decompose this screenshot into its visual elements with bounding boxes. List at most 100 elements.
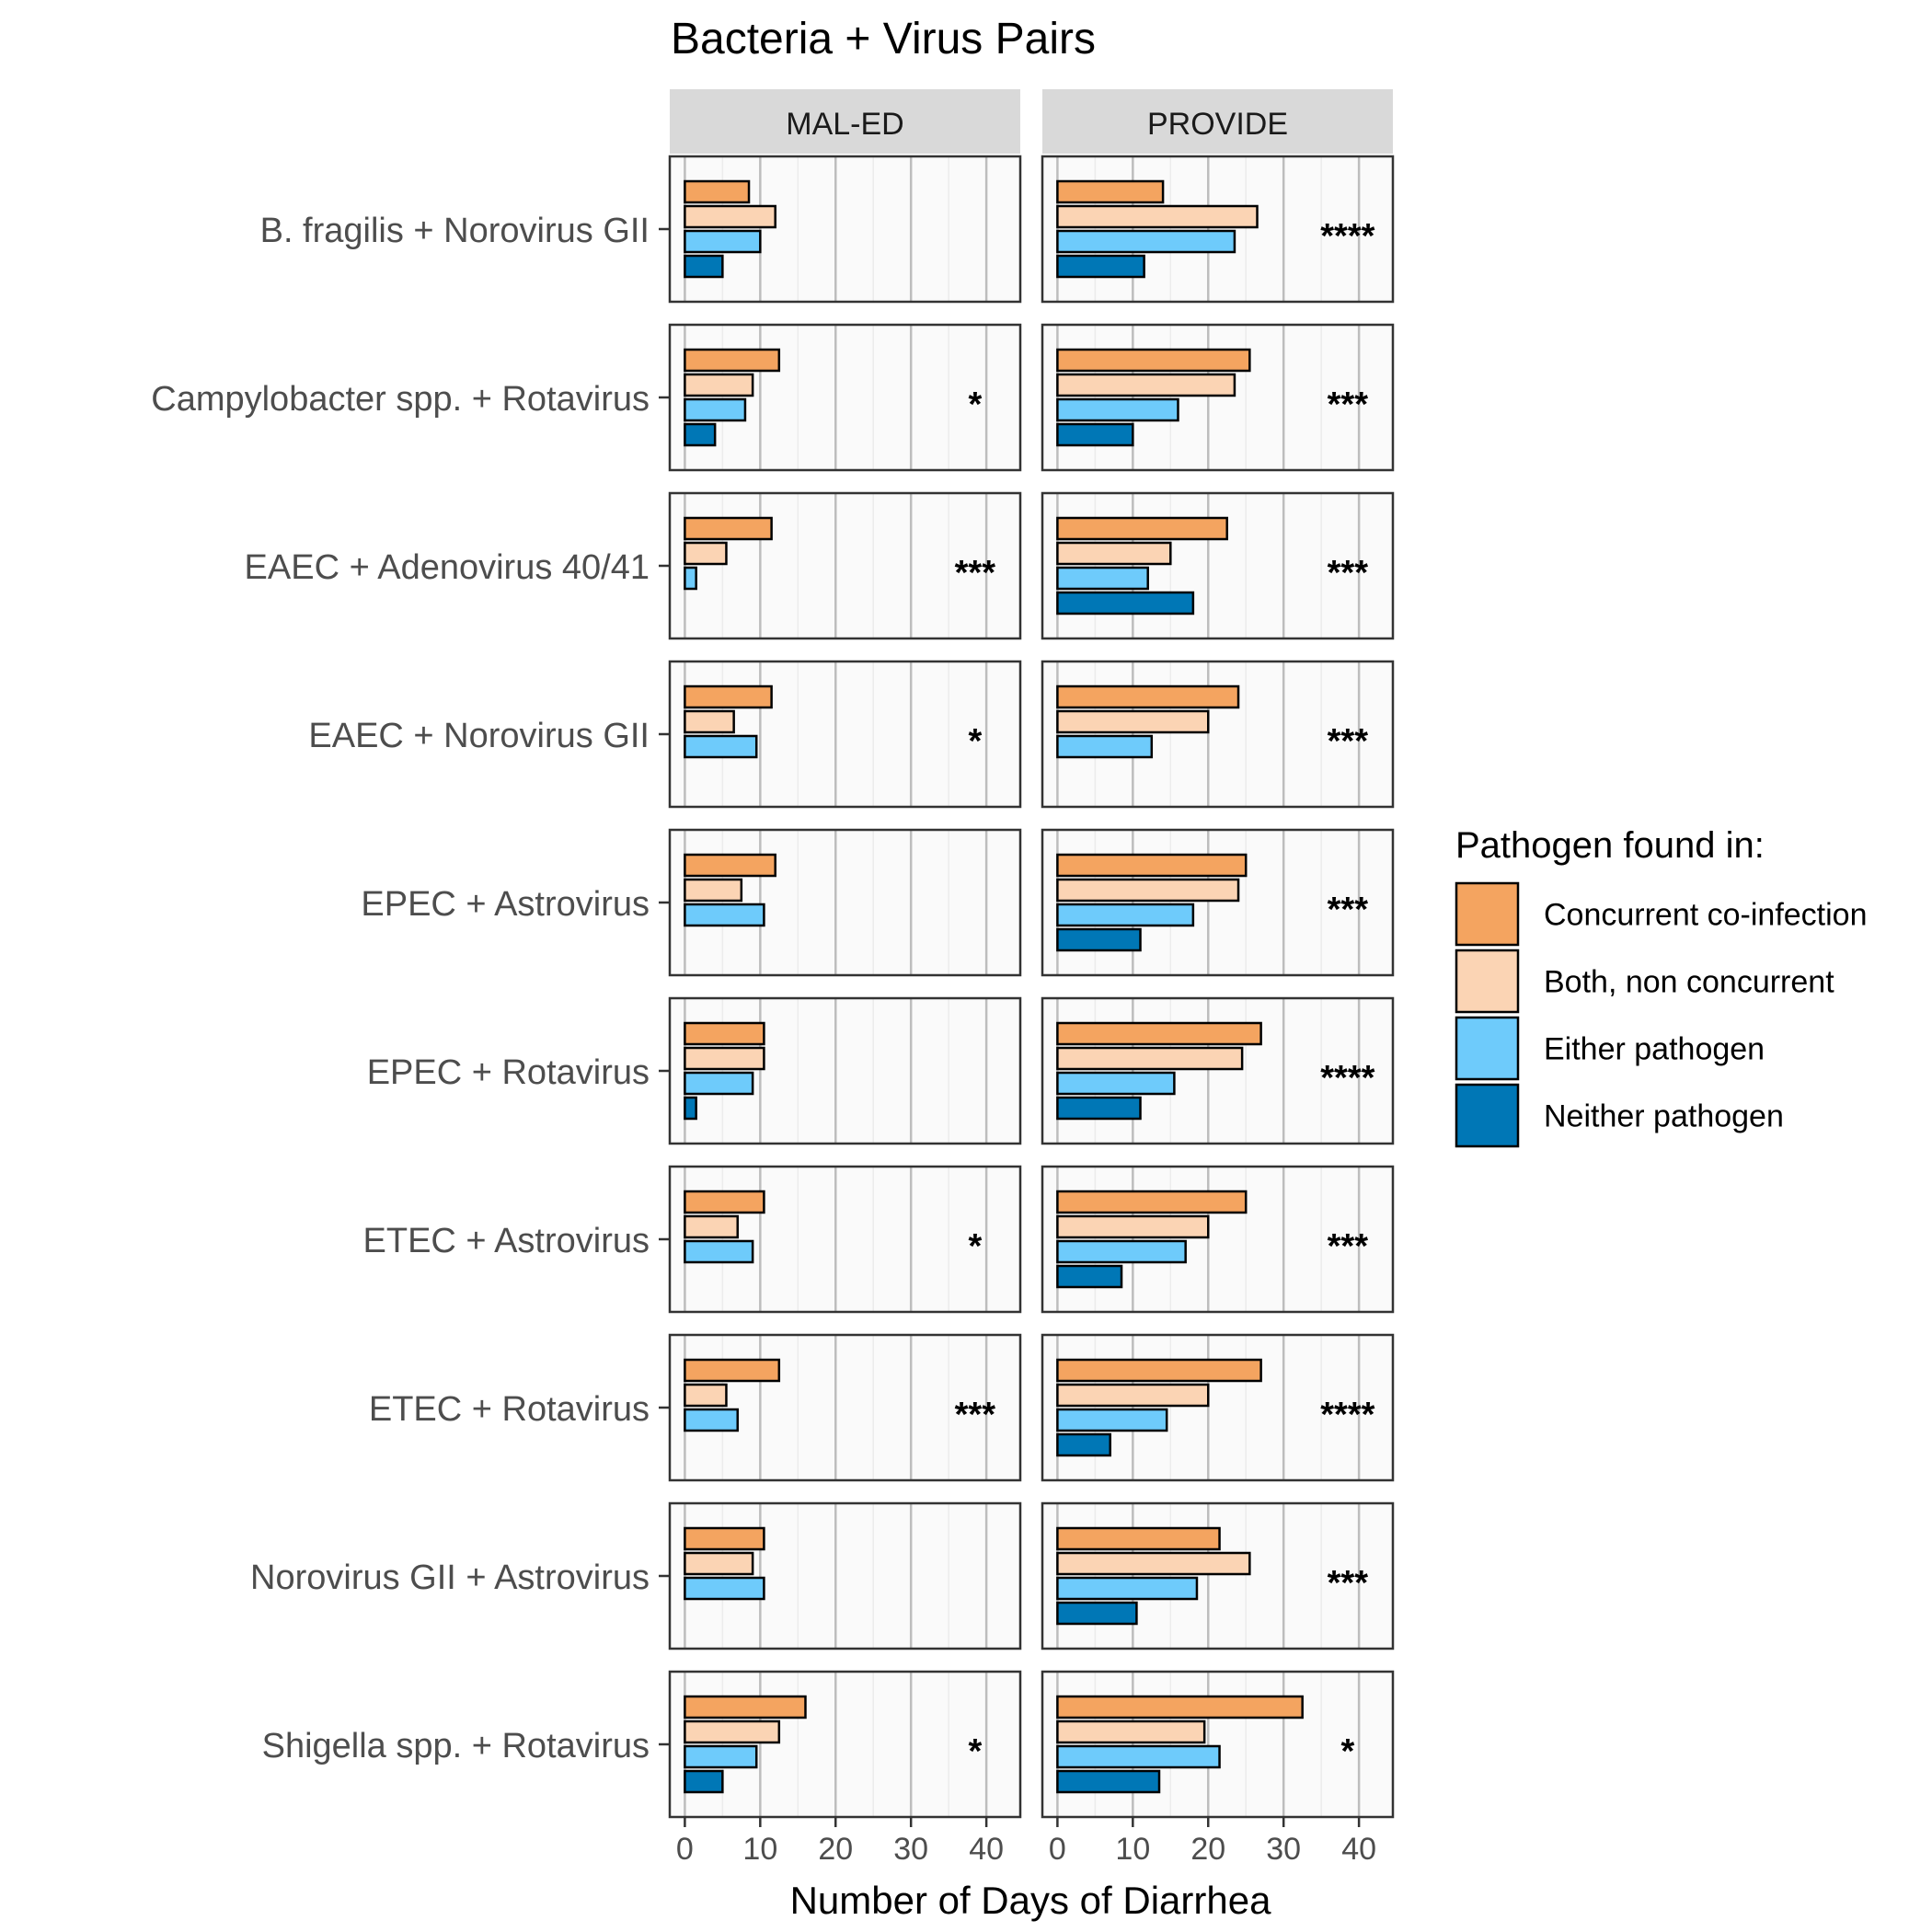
x-tick-label: 0 [676,1832,694,1867]
bar-concurrent-co-infection [1056,516,1228,541]
panel-mal-ed-epec-astrovirus [668,828,1022,977]
panel-border [1041,1501,1395,1650]
panel-border [668,660,1022,809]
facet-strip [670,89,1020,154]
panel-border [668,1670,1022,1819]
bar-either-pathogen [1056,734,1154,759]
bar-both-non-concurrent [684,878,743,903]
category-label-eaec-adenovirus-40-41: EAEC + Adenovirus 40/41 [245,548,650,587]
bar-neither-pathogen [1056,1601,1138,1626]
legend-swatch [1455,881,1520,947]
x-axis-title: Number of Days of Diarrhea [790,1879,1272,1922]
legend: Pathogen found in: Concurrent co-infecti… [1455,825,1868,1148]
bar-either-pathogen [684,397,747,422]
significance-label: **** [1320,1396,1374,1434]
bar-both-non-concurrent [1056,204,1259,229]
significance-label: *** [1328,554,1369,592]
bar-both-non-concurrent [684,1719,781,1744]
category-label-etec-astrovirus: ETEC + Astrovirus [363,1222,650,1260]
bar-concurrent-co-infection [684,1358,781,1383]
bar-both-non-concurrent [684,541,728,566]
panel-border [668,155,1022,304]
panel-border [668,1165,1022,1314]
bar-concurrent-co-infection [684,853,776,878]
panel-border [1041,660,1395,809]
bar-either-pathogen [1056,566,1149,591]
legend-title: Pathogen found in: [1455,825,1765,866]
panel-border [1041,1670,1395,1819]
legend-swatch [1455,1016,1520,1081]
bar-either-pathogen [684,1408,739,1432]
category-label-eaec-norovirus-gii: EAEC + Norovirus GII [308,717,650,755]
legend-item-either-pathogen: Either pathogen [1455,1016,1765,1081]
bar-concurrent-co-infection [1056,684,1240,709]
category-label-epec-astrovirus: EPEC + Astrovirus [361,885,650,924]
legend-item-concurrent-co-infection: Concurrent co-infection [1455,881,1868,947]
bar-neither-pathogen [684,422,717,447]
category-label-epec-rotavirus: EPEC + Rotavirus [367,1053,650,1092]
panel-provide-etec-astrovirus: *** [1041,1165,1395,1314]
panel-provide-epec-astrovirus: *** [1041,828,1395,977]
bar-concurrent-co-infection [1056,348,1251,373]
x-tick-label: 10 [742,1832,777,1867]
bar-both-non-concurrent [1056,709,1210,734]
panel-border [668,323,1022,472]
bar-both-non-concurrent [1056,1214,1210,1239]
category-label-shigella-spp-rotavirus: Shigella spp. + Rotavirus [262,1727,650,1765]
bar-both-non-concurrent [1056,1046,1244,1071]
bar-either-pathogen [1056,1071,1176,1096]
bar-neither-pathogen [684,1096,697,1121]
significance-label: *** [955,554,996,592]
bar-both-non-concurrent [684,1214,739,1239]
bar-concurrent-co-infection [1056,1190,1248,1214]
bar-either-pathogen [684,566,697,591]
significance-label: * [968,1732,982,1771]
panel-provide-norovirus-gii-astrovirus: *** [1041,1501,1395,1650]
bar-neither-pathogen [684,254,724,279]
bar-concurrent-co-infection [684,348,781,373]
panel-mal-ed-etec-astrovirus: * [668,1165,1022,1314]
bar-either-pathogen [684,903,765,927]
bar-either-pathogen [1056,1408,1168,1432]
panel-border [1041,996,1395,1145]
bar-concurrent-co-infection [1056,1021,1262,1046]
bar-either-pathogen [1056,229,1236,254]
panel-provide-eaec-norovirus-gii: *** [1041,660,1395,809]
panel-grid: B. fragilis + Norovirus GII Campylobacter… [151,89,1395,1867]
significance-label: *** [1328,891,1369,929]
legend-label: Either pathogen [1544,1032,1765,1067]
significance-label: *** [1328,722,1369,761]
bar-both-non-concurrent [1056,373,1236,397]
category-label-norovirus-gii-astrovirus: Norovirus GII + Astrovirus [250,1558,650,1597]
bar-either-pathogen [684,734,758,759]
x-tick-label: 30 [893,1832,928,1867]
bar-both-non-concurrent [684,373,754,397]
x-tick-label: 40 [1341,1832,1376,1867]
panel-provide-shigella-spp-rotavirus: * [1041,1670,1395,1819]
bar-neither-pathogen [1056,254,1145,279]
panel-border [668,996,1022,1145]
bar-both-non-concurrent [1056,541,1172,566]
bar-neither-pathogen [1056,1096,1142,1121]
bar-either-pathogen [1056,397,1179,422]
significance-label: * [1340,1732,1354,1771]
panel-mal-ed-epec-rotavirus [668,996,1022,1145]
x-tick-label: 0 [1049,1832,1066,1867]
panel-border [1041,1333,1395,1482]
bar-neither-pathogen [1056,1264,1123,1289]
bar-neither-pathogen [1056,1769,1161,1794]
category-label-campylobacter-spp-rotavirus: Campylobacter spp. + Rotavirus [151,380,650,419]
bar-concurrent-co-infection [684,1021,765,1046]
bar-either-pathogen [684,1071,754,1096]
category-label-etec-rotavirus: ETEC + Rotavirus [369,1390,650,1429]
panel-mal-ed-b-fragilis-norovirus-gii [668,155,1022,304]
panel-border [668,1501,1022,1650]
significance-label: *** [1328,1227,1369,1266]
significance-label: *** [1328,1564,1369,1603]
panel-border [1041,155,1395,304]
bar-concurrent-co-infection [1056,1358,1262,1383]
chart-title: Bacteria + Virus Pairs [671,15,1096,63]
panel-mal-ed-eaec-adenovirus-40-41: *** [668,491,1022,640]
bar-concurrent-co-infection [1056,179,1165,204]
bar-neither-pathogen [1056,1432,1111,1457]
